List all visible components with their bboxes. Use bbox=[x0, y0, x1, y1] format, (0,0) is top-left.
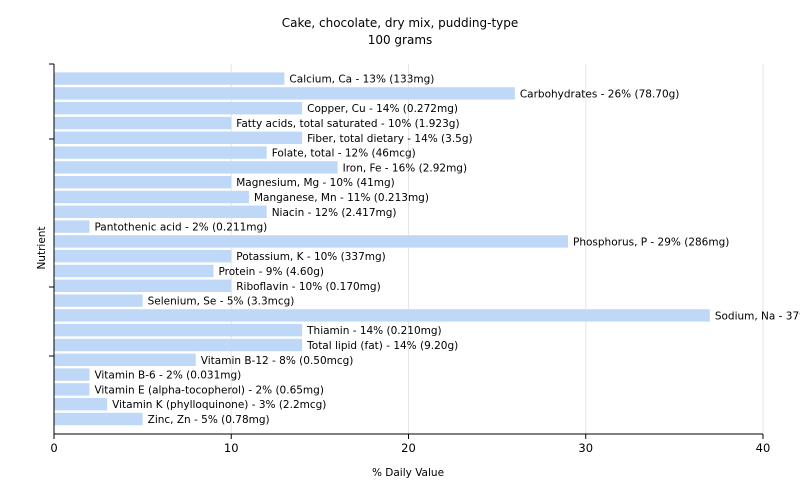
bar bbox=[54, 102, 303, 115]
bar-label: Vitamin E (alpha-tocopherol) - 2% (0.65m… bbox=[94, 384, 324, 396]
x-tick-label: 0 bbox=[50, 441, 57, 455]
x-tick-label: 10 bbox=[224, 441, 239, 455]
grid-lines bbox=[230, 64, 764, 434]
bar bbox=[54, 264, 214, 278]
x-tick-label: 20 bbox=[401, 441, 416, 455]
bar bbox=[54, 412, 143, 426]
x-axis-title: % Daily Value bbox=[372, 467, 444, 479]
bar bbox=[54, 279, 232, 292]
bars-group bbox=[54, 72, 710, 426]
bar-label: Pantothenic acid - 2% (0.211mg) bbox=[94, 222, 267, 234]
bar bbox=[54, 398, 108, 411]
bar-label: Fiber, total dietary - 14% (3.5g) bbox=[307, 133, 472, 145]
bar-label: Copper, Cu - 14% (0.272mg) bbox=[307, 103, 458, 115]
bar bbox=[54, 161, 338, 174]
y-axis-title: Nutrient bbox=[36, 226, 48, 269]
bar bbox=[54, 146, 267, 159]
bar-label: Fatty acids, total saturated - 10% (1.92… bbox=[236, 118, 459, 130]
bar-label: Riboflavin - 10% (0.170mg) bbox=[236, 281, 380, 293]
bar-label: Selenium, Se - 5% (3.3mcg) bbox=[148, 296, 295, 308]
bar-label: Sodium, Na - 37% (893mg) bbox=[715, 310, 800, 322]
bar-label: Niacin - 12% (2.417mg) bbox=[272, 207, 397, 219]
bar bbox=[54, 294, 143, 307]
bar bbox=[54, 309, 710, 322]
bar-label: Vitamin B-12 - 8% (0.50mcg) bbox=[201, 355, 354, 367]
bar bbox=[54, 87, 515, 100]
bar-label: Thiamin - 14% (0.210mg) bbox=[306, 325, 442, 337]
bar bbox=[54, 250, 232, 263]
bar bbox=[54, 190, 249, 204]
bar-label: Carbohydrates - 26% (78.70g) bbox=[520, 88, 680, 100]
bar-label: Calcium, Ca - 13% (133mg) bbox=[289, 74, 434, 86]
chart-subtitle: 100 grams bbox=[368, 33, 433, 47]
bar bbox=[54, 338, 303, 352]
bar bbox=[54, 353, 196, 366]
bar bbox=[54, 235, 569, 248]
bar-label: Vitamin B-6 - 2% (0.031mg) bbox=[94, 370, 241, 382]
x-tick-label: 30 bbox=[578, 441, 593, 455]
bar bbox=[54, 205, 267, 218]
x-tick-label: 40 bbox=[756, 441, 771, 455]
bar bbox=[54, 368, 90, 381]
bar-label: Manganese, Mn - 11% (0.213mg) bbox=[254, 192, 429, 204]
bar-label: Magnesium, Mg - 10% (41mg) bbox=[236, 177, 395, 189]
x-ticks-group: 0 10 20 30 40 bbox=[50, 434, 770, 455]
bar bbox=[54, 131, 303, 144]
bar bbox=[54, 383, 90, 396]
bar-label: Total lipid (fat) - 14% (9.20g) bbox=[306, 340, 458, 352]
bar bbox=[54, 176, 232, 189]
bar bbox=[54, 72, 285, 85]
bar-label: Protein - 9% (4.60g) bbox=[219, 266, 325, 278]
bar bbox=[54, 324, 303, 337]
chart-title: Cake, chocolate, dry mix, pudding-type bbox=[282, 16, 519, 30]
bar-label: Phosphorus, P - 29% (286mg) bbox=[573, 236, 729, 248]
bar-label: Zinc, Zn - 5% (0.78mg) bbox=[148, 414, 270, 426]
bar-labels-group: Calcium, Ca - 13% (133mg) Carbohydrates -… bbox=[94, 74, 800, 426]
bar bbox=[54, 116, 232, 130]
bar-label: Iron, Fe - 16% (2.92mg) bbox=[343, 162, 467, 174]
bar-label: Potassium, K - 10% (337mg) bbox=[236, 251, 386, 263]
bar-label: Vitamin K (phylloquinone) - 3% (2.2mcg) bbox=[112, 399, 326, 411]
bar bbox=[54, 220, 90, 233]
bar-label: Folate, total - 12% (46mcg) bbox=[272, 148, 416, 160]
